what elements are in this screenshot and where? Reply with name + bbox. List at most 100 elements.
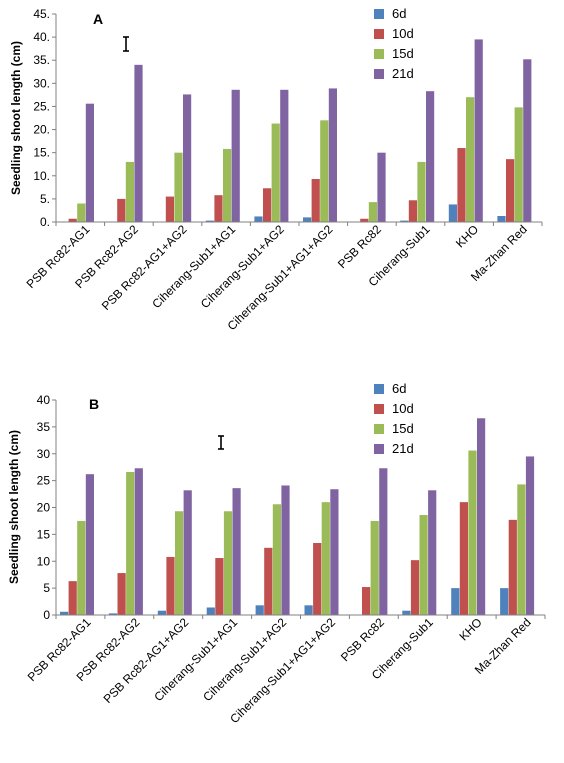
category-label: Ciherang-Sub1+AG2 (198, 222, 287, 311)
bar-15d-3 (175, 511, 184, 615)
y-tick-label: 5. (40, 192, 50, 206)
bar-10d-2 (117, 573, 126, 615)
legend-swatch-6d (374, 384, 384, 394)
bar-21d-10 (525, 456, 535, 615)
bar-6d-2 (108, 613, 118, 615)
bar-21d-7 (377, 152, 386, 222)
bar-15d-3 (174, 152, 183, 222)
category-label: Ciherang-Sub1+AG2 (200, 615, 289, 704)
y-tick-label: 35 (37, 420, 51, 434)
bar-21d-6 (330, 489, 339, 615)
bar-10d-7 (362, 587, 371, 615)
bar-21d-3 (183, 490, 192, 615)
bar-10d-1 (68, 218, 77, 222)
bar-21d-5 (281, 485, 290, 615)
bar-21d-8 (426, 91, 435, 222)
bar-10d-2 (117, 198, 126, 222)
bar-10d-4 (215, 558, 224, 615)
bar-15d-7 (368, 202, 377, 222)
y-tick-label: 15. (33, 146, 50, 160)
bar-10d-9 (459, 502, 468, 616)
bar-21d-5 (280, 89, 289, 222)
bar-21d-9 (477, 418, 486, 615)
y-tick-label: 5 (43, 581, 50, 595)
bar-10d-7 (360, 218, 369, 222)
bar-10d-3 (165, 196, 174, 222)
category-label: KHO (453, 222, 481, 250)
bar-15d-1 (77, 520, 86, 615)
bar-15d-2 (125, 161, 134, 222)
y-tick-label: 30. (33, 76, 50, 90)
y-tick-label: 40 (37, 393, 51, 407)
bar-10d-9 (457, 148, 466, 222)
y-tick-label: 25 (37, 474, 51, 488)
bar-6d-5 (254, 216, 263, 222)
bar-6d-4 (206, 607, 215, 615)
legend-label-6d: 6d (392, 381, 406, 396)
bar-6d-1 (60, 611, 69, 615)
y-tick-label: 0 (43, 608, 50, 622)
y-tick-label: 20. (33, 123, 50, 137)
category-label: Ciherang-Sub1+AG1 (149, 222, 238, 311)
bar-21d-1 (85, 103, 94, 222)
y-tick-label: 10. (33, 169, 50, 183)
bar-6d-9 (451, 588, 460, 616)
legend-swatch-10d (374, 404, 384, 414)
bar-6d-6 (303, 217, 312, 222)
bar-21d-10 (523, 59, 532, 222)
y-tick-label: 45. (33, 7, 50, 21)
category-label: Ciherang-Sub1+AG1+AG2 (227, 615, 338, 726)
y-axis-title: Seedling shoot length (cm) (7, 430, 21, 584)
bar-21d-7 (379, 468, 388, 615)
bar-6d-10 (497, 215, 506, 222)
panel-label: B (89, 396, 99, 412)
bar-10d-5 (263, 188, 272, 222)
y-tick-label: 20 (37, 501, 51, 515)
bar-10d-8 (410, 560, 420, 615)
bar-10d-8 (408, 200, 417, 222)
legend-label-21d: 21d (392, 66, 414, 81)
bar-10d-4 (214, 195, 223, 222)
bar-21d-4 (231, 89, 240, 222)
panel-label: A (93, 11, 103, 27)
y-tick-label: 35. (33, 53, 50, 67)
bar-15d-8 (417, 161, 426, 222)
legend-label-15d: 15d (392, 421, 414, 436)
bar-6d-6 (304, 605, 313, 615)
legend-swatch-15d (374, 424, 384, 434)
bar-15d-2 (126, 472, 135, 615)
bar-21d-1 (85, 474, 94, 615)
bar-15d-6 (320, 120, 329, 222)
bar-6d-8 (400, 220, 409, 222)
category-label: KHO (456, 615, 484, 643)
bar-21d-4 (232, 488, 241, 615)
bar-21d-2 (134, 468, 143, 615)
bar-21d-9 (474, 39, 483, 222)
bar-15d-10 (514, 107, 523, 222)
bar-21d-3 (183, 94, 192, 222)
bar-6d-9 (448, 204, 457, 222)
category-label: PSB Rc82 (335, 222, 384, 271)
bar-15d-9 (468, 450, 477, 615)
bar-21d-2 (134, 64, 143, 222)
bar-21d-6 (328, 88, 337, 222)
bar-6d-3 (157, 610, 166, 615)
bar-15d-5 (272, 504, 281, 615)
legend-label-10d: 10d (392, 26, 414, 41)
y-tick-label: 15 (37, 527, 51, 541)
bar-15d-4 (223, 511, 233, 615)
bar-15d-9 (466, 97, 475, 222)
bar-15d-6 (321, 502, 330, 616)
bar-10d-1 (68, 581, 77, 615)
legend-swatch-21d (374, 69, 384, 79)
bar-6d-4 (205, 220, 214, 222)
bar-15d-8 (419, 515, 428, 615)
legend-label-21d: 21d (392, 441, 414, 456)
bar-10d-5 (264, 547, 273, 615)
bar-21d-8 (428, 490, 437, 615)
y-tick-label: 25. (33, 99, 50, 113)
legend-swatch-21d (374, 444, 384, 454)
bar-10d-3 (166, 556, 175, 615)
